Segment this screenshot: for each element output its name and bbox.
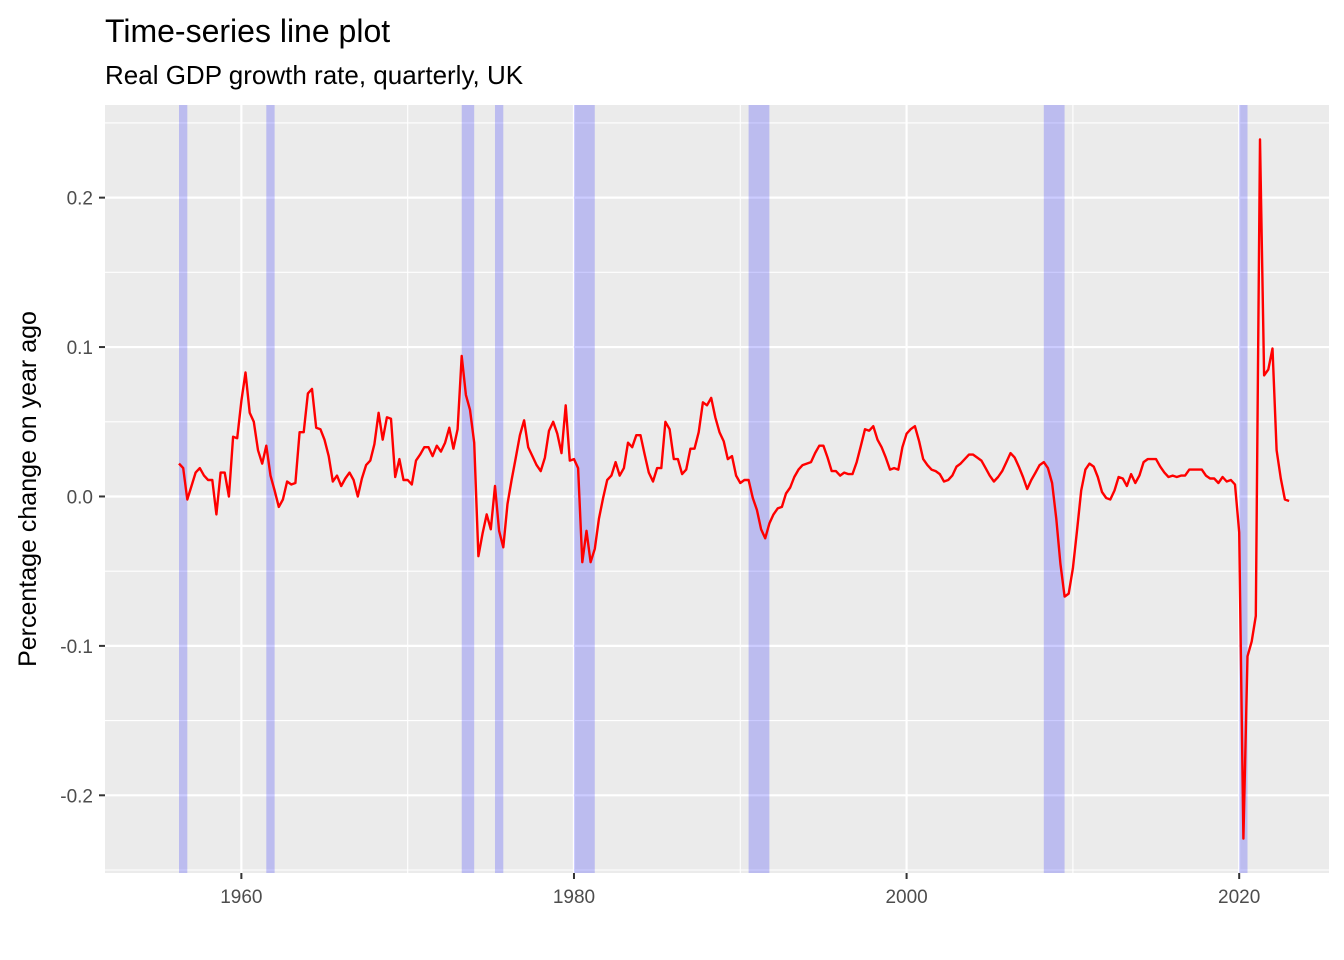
- recession-bands: [179, 105, 1248, 873]
- recession-band: [494, 105, 504, 873]
- plot-panel: [105, 105, 1329, 873]
- x-tick-label: 2020: [1218, 887, 1260, 908]
- recession-band: [573, 105, 595, 873]
- y-tick-label: 0.2: [67, 189, 93, 210]
- minor-gridlines: [105, 105, 1329, 873]
- series-layer: [178, 138, 1290, 840]
- y-tick-label: 0.0: [67, 487, 93, 508]
- recession-band: [748, 105, 770, 873]
- chart-subtitle: Real GDP growth rate, quarterly, UK: [105, 60, 524, 90]
- recession-band: [1043, 105, 1065, 873]
- gdp-growth-line: [178, 138, 1290, 840]
- y-tick-label: -0.2: [60, 786, 93, 807]
- recession-band: [179, 105, 188, 873]
- x-tick-label: 2000: [885, 887, 927, 908]
- axes: 1960 1980 2000 2020 -0.2 -0.1 0.0 0.1 0.2: [60, 189, 1260, 908]
- chart-title: Time-series line plot: [105, 13, 390, 49]
- recession-band: [461, 105, 475, 873]
- recession-band: [266, 105, 275, 873]
- major-gridlines: [105, 105, 1329, 873]
- y-tick-label: 0.1: [67, 338, 93, 359]
- y-axis-title: Percentage change on year ago: [14, 311, 42, 667]
- x-tick-label: 1980: [553, 887, 595, 908]
- recession-band: [1239, 105, 1248, 873]
- x-tick-label: 1960: [220, 887, 262, 908]
- y-tick-label: -0.1: [60, 637, 93, 658]
